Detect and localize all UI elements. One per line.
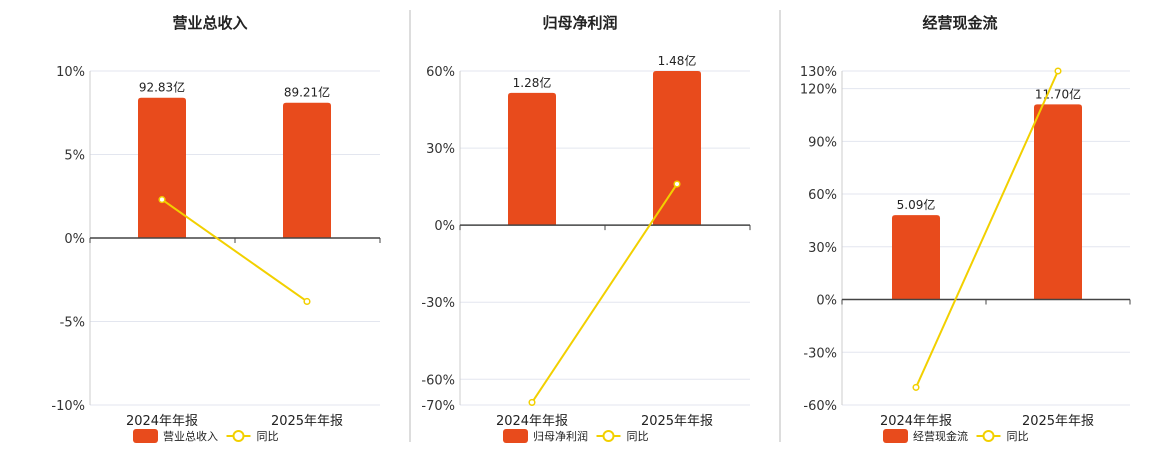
chart3-legend-bar-label: 经营现金流 bbox=[913, 429, 968, 443]
chart3-ytick-label: -60% bbox=[803, 399, 837, 414]
chart2-category-label: 2024年年报 bbox=[496, 414, 568, 429]
chart1-ytick-label: -5% bbox=[60, 316, 85, 331]
chart1-bar-label: 89.21亿 bbox=[284, 85, 330, 100]
chart2-bar-label: 1.28亿 bbox=[513, 75, 552, 90]
chart3-ytick-label: 60% bbox=[808, 188, 837, 203]
chart2-ytick-label: -60% bbox=[421, 373, 455, 388]
chart2-ytick-label: -70% bbox=[421, 399, 455, 414]
chart1-title: 营业总收入 bbox=[172, 14, 247, 32]
chart3-ytick-label: 30% bbox=[808, 241, 837, 256]
chart1-legend-bar-label: 营业总收入 bbox=[163, 429, 218, 443]
chart3-bar-label: 11.70亿 bbox=[1035, 86, 1081, 101]
chart3-yoy-line bbox=[915, 70, 1059, 388]
chart2-legend-bar-label: 归母净利润 bbox=[533, 429, 588, 443]
chart1-yoy-line bbox=[161, 198, 308, 303]
chart2-bar[interactable] bbox=[653, 71, 701, 226]
chart2-legend-line-marker bbox=[602, 430, 615, 442]
chart2-ytick-label: 60% bbox=[426, 65, 455, 80]
chart2-yoy-line bbox=[531, 183, 678, 403]
chart2-bar-label: 1.48亿 bbox=[658, 53, 697, 68]
chart1-bar-label: 92.83亿 bbox=[139, 80, 185, 95]
chart2-bar[interactable] bbox=[508, 92, 556, 226]
chart3-ytick-label: 90% bbox=[808, 135, 837, 150]
chart3-yoy-point[interactable] bbox=[912, 383, 920, 391]
chart3-bar-label: 5.09亿 bbox=[897, 197, 936, 212]
chart2-yoy-point[interactable] bbox=[673, 180, 681, 188]
chart2-legend-bar-swatch bbox=[503, 429, 528, 443]
chart3-title: 经营现金流 bbox=[922, 14, 997, 32]
chart1-legend-bar-swatch bbox=[133, 429, 158, 443]
chart2-title: 归母净利润 bbox=[542, 14, 617, 32]
chart3-bar[interactable] bbox=[1034, 104, 1082, 300]
chart1-bar[interactable] bbox=[138, 97, 186, 238]
chart1-ytick-label: 10% bbox=[56, 65, 85, 80]
chart1-legend-line-marker bbox=[232, 430, 245, 442]
chart2-yoy-point[interactable] bbox=[528, 398, 536, 406]
chart3-ytick-label: -30% bbox=[803, 346, 837, 361]
chart1-legend-line-label: 同比 bbox=[257, 430, 279, 443]
chart1-category-label: 2024年年报 bbox=[126, 414, 198, 429]
chart3-category-label: 2025年年报 bbox=[1022, 414, 1094, 429]
chart1-category-label: 2025年年报 bbox=[271, 414, 343, 429]
chart1-yoy-point[interactable] bbox=[303, 297, 311, 306]
chart1-ytick-label: 5% bbox=[64, 149, 85, 164]
chart1-bar[interactable] bbox=[283, 102, 331, 238]
chart2-ytick-label: -30% bbox=[421, 296, 455, 311]
chart3-ytick-label: 0% bbox=[816, 294, 837, 309]
chart3-category-label: 2024年年报 bbox=[880, 414, 952, 429]
chart3-ytick-label: 120% bbox=[800, 83, 837, 98]
chart3-bar[interactable] bbox=[892, 215, 940, 300]
chart3-yoy-point[interactable] bbox=[1054, 67, 1062, 75]
chart1-ytick-label: 0% bbox=[64, 232, 85, 247]
chart1-yoy-point[interactable] bbox=[158, 196, 166, 204]
chart1-ytick-label: -10% bbox=[51, 399, 85, 414]
chart2-ytick-label: 30% bbox=[426, 142, 455, 157]
chart2-category-label: 2025年年报 bbox=[641, 414, 713, 429]
chart3-legend-line-label: 同比 bbox=[1007, 430, 1029, 443]
chart3-legend-line-marker bbox=[982, 430, 995, 442]
chart3-legend-bar-swatch bbox=[883, 429, 908, 443]
chart3-ytick-label: 130% bbox=[800, 65, 837, 80]
chart2-legend-line-label: 同比 bbox=[627, 430, 649, 443]
chart2-ytick-label: 0% bbox=[434, 219, 455, 234]
